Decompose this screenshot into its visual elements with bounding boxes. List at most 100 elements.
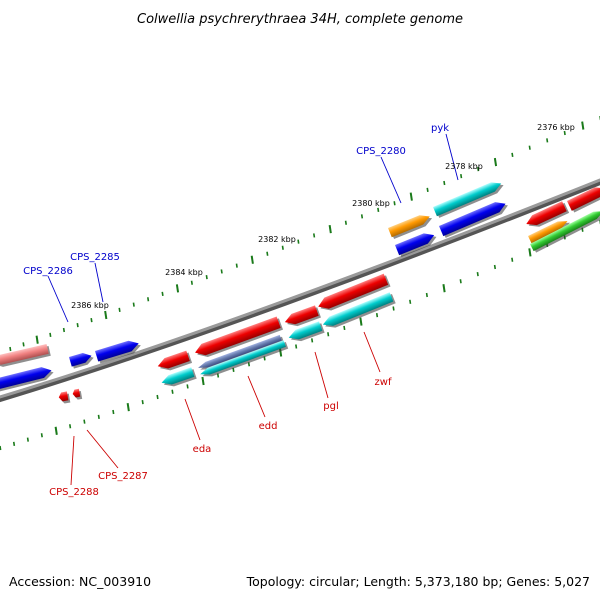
gene-right-green[interactable] — [530, 207, 600, 253]
minor-tick — [12, 441, 16, 446]
minor-tick — [528, 145, 531, 150]
minor-tick — [49, 332, 52, 338]
minor-tick — [97, 414, 100, 420]
minor-tick — [546, 138, 549, 143]
leader-zwf — [363, 331, 381, 373]
minor-tick — [22, 342, 25, 347]
major-tick — [409, 192, 413, 201]
gene-right-red-1[interactable] — [524, 201, 570, 232]
major-tick — [359, 317, 363, 326]
minor-tick — [563, 130, 566, 136]
gene-label-edd[interactable]: edd — [259, 421, 278, 432]
leader-cps-2285 — [94, 262, 104, 303]
major-tick — [54, 426, 58, 435]
scale-labels: 2376 kbp 2378 kbp 2380 kbp 2382 kbp 2384… — [71, 123, 575, 310]
gene-edd-cog-slate[interactable] — [197, 334, 285, 373]
major-tick — [493, 157, 498, 167]
gene-pgl-cog[interactable] — [287, 321, 325, 345]
gene-pink-cog-left[interactable] — [0, 343, 51, 370]
minor-tick — [327, 332, 330, 337]
major-tick — [250, 255, 254, 264]
major-tick — [528, 248, 532, 257]
leader-cps-2288 — [70, 435, 75, 486]
gene-cps-2280-cog[interactable] — [388, 211, 434, 240]
gene-label-cps-2288[interactable]: CPS_2288 — [49, 487, 99, 498]
backbone-shadow — [0, 178, 600, 403]
scale-label: 2376 kbp — [537, 123, 575, 132]
major-tick — [328, 225, 332, 234]
gene-label-cps-2287[interactable]: CPS_2287 — [98, 471, 148, 482]
leader-edd — [247, 375, 266, 418]
gene-right-red-2[interactable] — [567, 183, 600, 213]
major-tick — [581, 121, 585, 130]
minor-tick — [141, 399, 144, 405]
reverse-gene-labels: zwf pgl edd eda CPS_2287 CPS_2288 — [49, 377, 392, 498]
major-tick — [35, 335, 39, 344]
gene-label-zwf[interactable]: zwf — [375, 377, 392, 388]
minor-tick — [235, 263, 238, 268]
minor-tick — [156, 394, 159, 400]
gene-cps-2286[interactable] — [0, 365, 55, 393]
gene-cps-2287[interactable] — [72, 388, 83, 401]
minor-tick — [343, 325, 346, 331]
minor-tick — [281, 245, 284, 250]
minor-tick — [459, 279, 462, 284]
gene-pyk[interactable] — [439, 198, 510, 238]
minor-tick — [392, 306, 395, 311]
minor-tick — [511, 257, 514, 262]
minor-tick — [311, 338, 314, 343]
scale-ticks — [0, 116, 600, 451]
gene-cps-2288[interactable] — [58, 391, 71, 404]
gene-cps-2280[interactable] — [395, 229, 439, 257]
gene-edd-cog[interactable] — [199, 340, 289, 380]
minor-tick — [375, 312, 379, 318]
minor-tick — [476, 272, 479, 277]
gene-label-pyk[interactable]: pyk — [431, 123, 449, 134]
gene-zwf[interactable] — [316, 273, 391, 314]
major-tick — [201, 376, 205, 386]
minor-tick — [360, 214, 364, 219]
minor-tick — [76, 322, 79, 328]
minor-tick — [344, 220, 347, 225]
gene-eda-cog[interactable] — [160, 367, 197, 390]
gene-cps-2285-left[interactable] — [69, 351, 95, 369]
gene-label-eda[interactable]: eda — [193, 444, 212, 455]
minor-tick — [493, 264, 497, 270]
scale-label: 2380 kbp — [352, 199, 390, 208]
minor-tick — [443, 180, 446, 186]
gene-label-cps-2285[interactable]: CPS_2285 — [70, 252, 120, 263]
minor-tick — [83, 419, 86, 424]
minor-tick — [266, 251, 269, 256]
minor-tick — [186, 384, 189, 389]
gene-pgl[interactable] — [283, 305, 321, 330]
gene-pyk-cog[interactable] — [433, 178, 506, 218]
minor-tick — [40, 433, 43, 438]
scale-label: 2378 kbp — [445, 162, 483, 171]
gene-edd[interactable] — [193, 316, 284, 361]
gene-label-cps-2286[interactable]: CPS_2286 — [23, 266, 73, 277]
gene-eda[interactable] — [156, 350, 193, 374]
minor-tick — [132, 302, 135, 307]
genome-stats-label: Topology: circular; Length: 5,373,180 bp… — [246, 574, 590, 589]
gene-label-cps-2280[interactable]: CPS_2280 — [356, 146, 406, 157]
minor-tick — [0, 445, 2, 451]
minor-tick — [26, 437, 29, 442]
leader-pgl — [314, 351, 329, 399]
scale-label: 2382 kbp — [258, 235, 296, 244]
minor-tick — [313, 233, 316, 238]
minor-tick — [205, 275, 208, 280]
leader-eda — [184, 398, 201, 441]
leader-cps-2287 — [86, 429, 119, 469]
gene-zwf-cog[interactable] — [321, 292, 396, 332]
minor-tick — [426, 187, 429, 192]
gene-label-pgl[interactable]: pgl — [323, 401, 338, 412]
minor-tick — [62, 327, 66, 333]
gene-cps-2285[interactable] — [95, 338, 142, 364]
minor-tick — [69, 424, 72, 429]
leader-cps-2280 — [380, 156, 402, 204]
minor-tick — [161, 291, 164, 296]
forward-gene-labels: pyk CPS_2280 CPS_2285 CPS_2286 — [23, 123, 449, 277]
major-tick — [442, 284, 446, 293]
minor-tick — [476, 166, 480, 172]
